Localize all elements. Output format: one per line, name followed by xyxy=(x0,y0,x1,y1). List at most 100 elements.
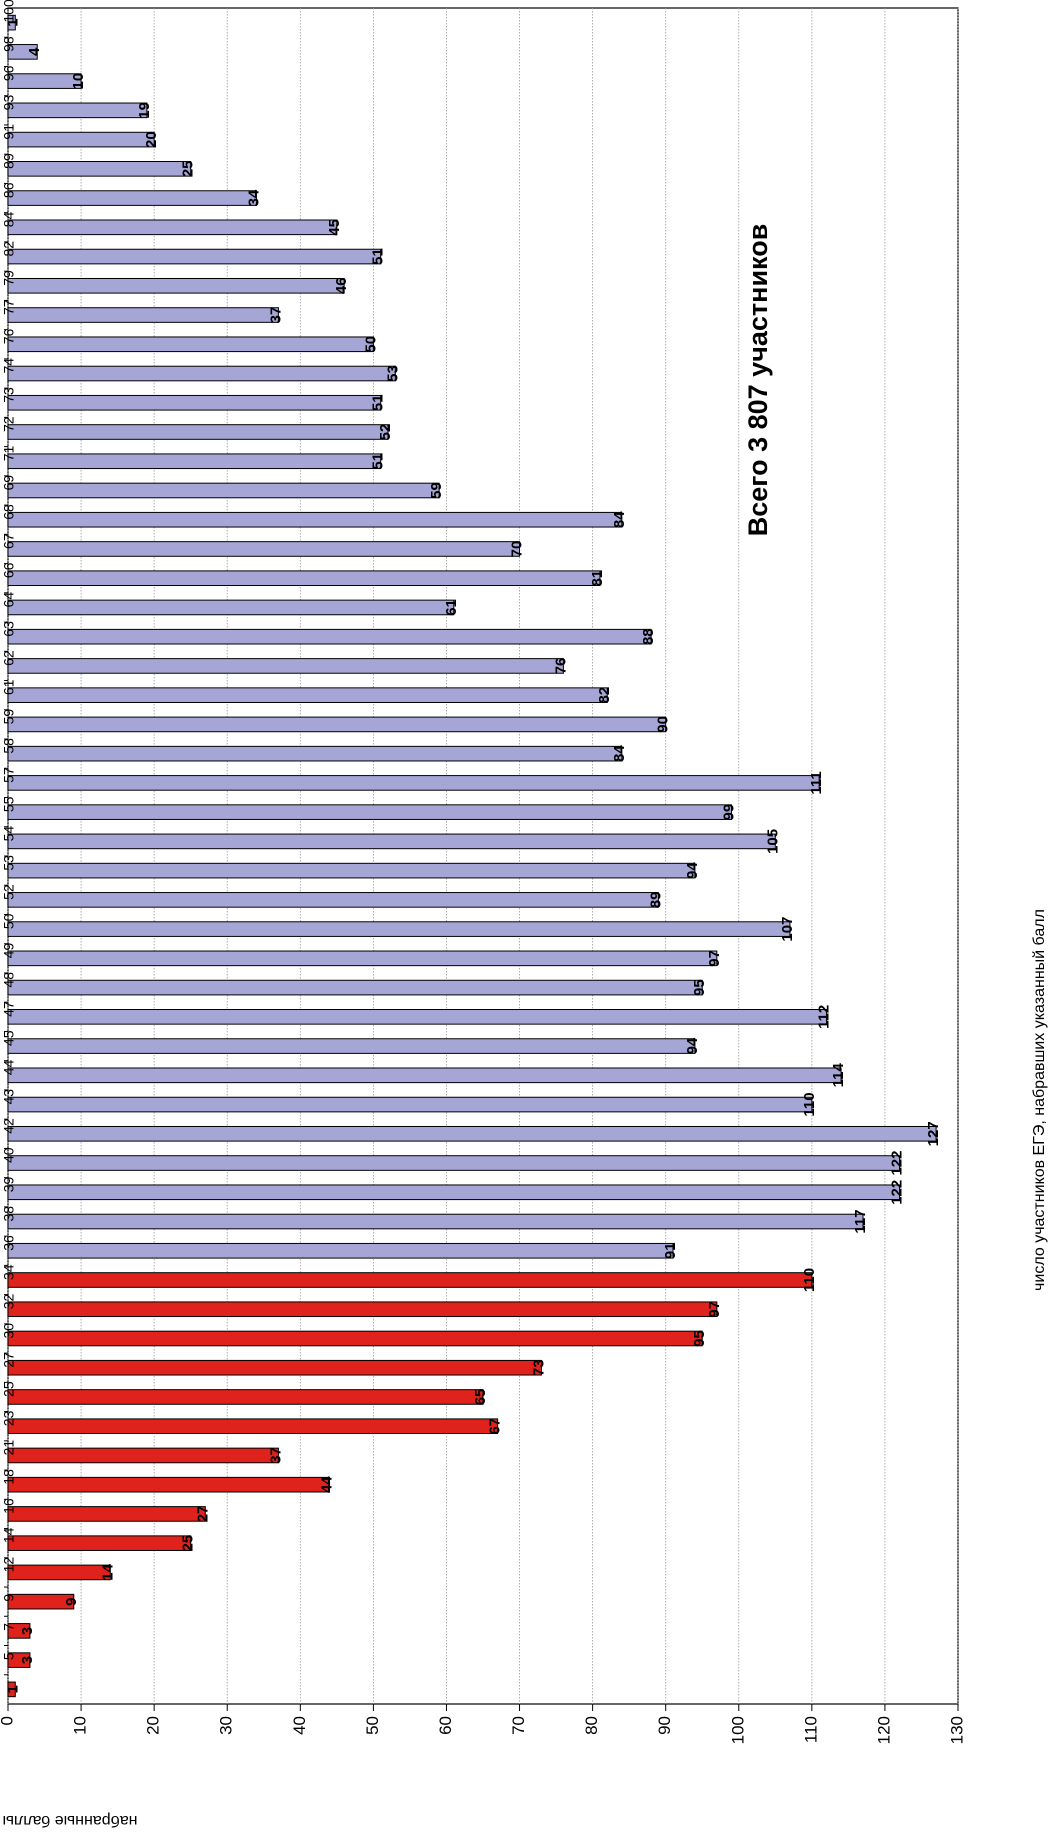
category-label: 76 xyxy=(1,328,17,344)
bar xyxy=(7,833,776,850)
bar xyxy=(7,511,623,528)
bar xyxy=(7,1213,864,1230)
category-label: 55 xyxy=(1,796,17,812)
bar xyxy=(7,950,718,967)
category-label: 30 xyxy=(1,1323,17,1339)
value-tick-label: 50 xyxy=(363,1716,382,1735)
bar xyxy=(7,1272,813,1288)
bar-value-label: 117 xyxy=(852,1209,869,1233)
value-tick-label: 0 xyxy=(0,1716,16,1725)
bar xyxy=(7,1593,75,1610)
category-label: 59 xyxy=(1,709,17,725)
bar-value-label: 27 xyxy=(194,1506,211,1523)
bar xyxy=(7,1242,674,1259)
bar-value-label: 52 xyxy=(377,424,394,441)
bar xyxy=(7,1623,31,1639)
bar-value-label: 97 xyxy=(706,950,723,967)
bar-value-label: 127 xyxy=(925,1121,942,1146)
category-label: 16 xyxy=(1,1498,17,1514)
bar xyxy=(7,1067,842,1084)
bar xyxy=(7,307,279,323)
bar xyxy=(7,570,601,587)
category-label: 89 xyxy=(1,153,17,169)
bar xyxy=(7,131,155,148)
value-tick-label: 60 xyxy=(436,1716,455,1735)
category-label: 58 xyxy=(1,738,17,754)
category-label: 9 xyxy=(1,1594,17,1602)
bar xyxy=(7,1009,827,1025)
bar xyxy=(7,1330,703,1347)
bar-value-label: 114 xyxy=(830,1063,847,1088)
category-label: 71 xyxy=(1,445,17,461)
bar xyxy=(7,482,440,499)
category-label: 14 xyxy=(1,1527,17,1543)
bar-value-label: 122 xyxy=(889,1151,906,1176)
bar-value-label: 111 xyxy=(808,771,825,794)
category-label: 49 xyxy=(1,943,17,959)
category-label: 40 xyxy=(1,1147,17,1163)
bar xyxy=(7,1506,206,1522)
bar-value-label: 51 xyxy=(370,248,387,265)
category-label: 53 xyxy=(1,855,17,871)
bar xyxy=(7,1301,718,1318)
category-label: 77 xyxy=(1,299,17,315)
category-label: 45 xyxy=(1,1030,17,1046)
bar xyxy=(7,1038,696,1054)
category-label: 96 xyxy=(1,65,17,81)
bar xyxy=(7,14,16,31)
category-label: 52 xyxy=(1,884,17,900)
value-tick-label: 130 xyxy=(947,1716,966,1744)
category-label: 62 xyxy=(1,650,17,666)
bar-value-label: 84 xyxy=(611,745,628,762)
bar-value-label: 59 xyxy=(428,482,445,499)
category-label: 44 xyxy=(1,1060,17,1076)
bar-value-label: 94 xyxy=(684,1037,701,1054)
category-label: 61 xyxy=(1,679,17,695)
value-tick-label: 70 xyxy=(509,1716,528,1735)
bar xyxy=(7,248,382,265)
bar-value-label: 25 xyxy=(180,160,197,177)
bar-value-label: 51 xyxy=(370,394,387,411)
category-label: 27 xyxy=(1,1352,17,1368)
bar-value-label: 20 xyxy=(143,131,160,148)
category-label: 82 xyxy=(1,241,17,257)
category-label: 39 xyxy=(1,1176,17,1192)
category-label: 69 xyxy=(1,475,17,491)
bar-value-label: 61 xyxy=(443,599,460,616)
bar-value-label: 37 xyxy=(267,1447,284,1464)
category-label: 64 xyxy=(1,592,17,608)
category-label: 54 xyxy=(1,826,17,842)
category-label: 72 xyxy=(1,416,17,432)
bar xyxy=(7,453,382,470)
bar-value-label: 4 xyxy=(26,47,43,56)
bar-value-label: 88 xyxy=(640,628,657,645)
bar xyxy=(7,1447,279,1464)
bar-value-label: 112 xyxy=(815,1005,832,1029)
bar xyxy=(7,1184,901,1201)
category-label: 86 xyxy=(1,182,17,198)
bar xyxy=(7,1125,937,1142)
bar-value-label: 53 xyxy=(384,365,401,382)
bar xyxy=(7,1535,192,1551)
bar-value-label: 1 xyxy=(4,18,21,26)
bar xyxy=(7,336,374,353)
bar-value-label: 67 xyxy=(487,1418,504,1435)
bar xyxy=(7,219,338,236)
value-tick-label: 30 xyxy=(217,1716,236,1735)
bar-value-label: 76 xyxy=(552,658,569,675)
category-label: 42 xyxy=(1,1118,17,1134)
bar xyxy=(7,892,659,908)
bar-value-label: 10 xyxy=(70,73,87,90)
category-label: 5 xyxy=(1,1652,17,1660)
bar-value-label: 105 xyxy=(764,829,781,854)
bar xyxy=(7,1096,813,1113)
bar-value-label: 46 xyxy=(333,277,350,294)
bar-value-label: 82 xyxy=(596,687,613,704)
value-tick-label: 100 xyxy=(728,1716,747,1744)
category-label: 50 xyxy=(1,913,17,929)
bar-value-label: 51 xyxy=(370,453,387,470)
bar-value-label: 37 xyxy=(267,307,284,324)
bar xyxy=(7,599,455,616)
